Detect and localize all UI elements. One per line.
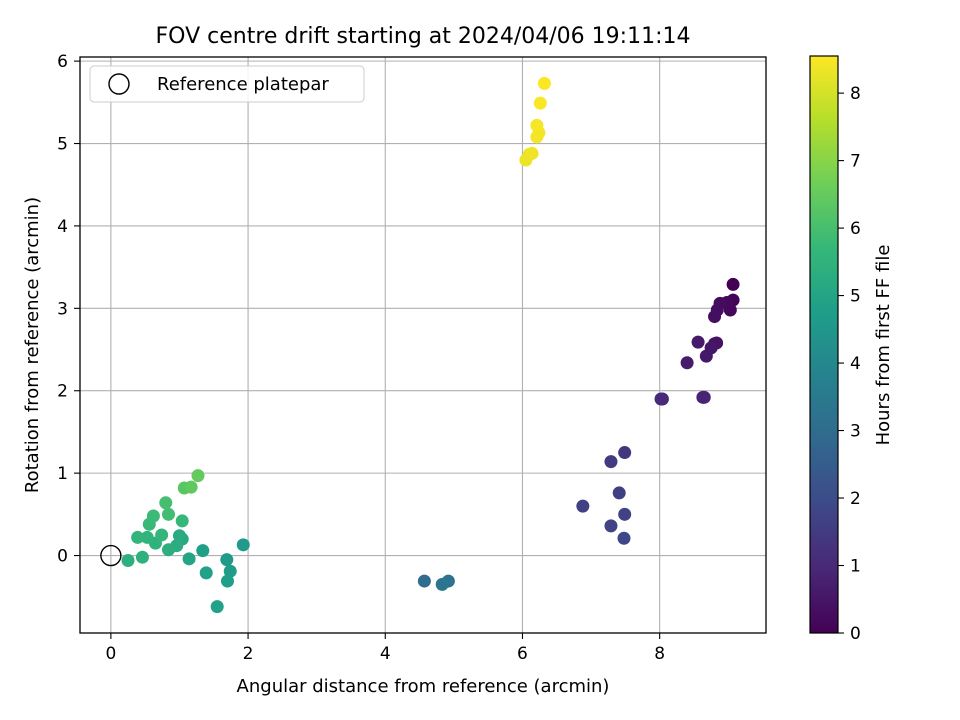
scatter-point <box>155 528 169 542</box>
scatter-point <box>691 335 705 349</box>
scatter-point <box>533 96 547 110</box>
scatter-point <box>131 530 145 544</box>
colorbar-tick-label: 3 <box>850 422 861 442</box>
scatter-point <box>604 455 618 469</box>
legend-label-reference: Reference platepar <box>157 74 329 95</box>
y-tick-label: 5 <box>57 135 68 155</box>
colorbar-gradient <box>809 55 839 634</box>
x-axis-ticks: 0 2 4 6 8 <box>105 633 665 664</box>
y-tick-label: 4 <box>57 217 68 237</box>
scatter-point <box>161 507 175 521</box>
scatter-point <box>236 538 250 552</box>
scatter-point <box>135 550 149 564</box>
scatter-point <box>435 577 449 591</box>
scatter-point <box>210 600 224 614</box>
scatter-points <box>121 76 740 614</box>
x-axis-label: Angular distance from reference (arcmin) <box>237 676 610 697</box>
scatter-point <box>199 566 213 580</box>
colorbar-tick-label: 7 <box>850 152 861 172</box>
x-tick-label: 0 <box>105 644 116 664</box>
colorbar-tick-label: 8 <box>850 84 861 104</box>
legend-marker-reference <box>108 73 130 95</box>
scatter-point <box>220 574 234 588</box>
scatter-point <box>417 574 431 588</box>
scatter-point <box>708 310 722 324</box>
scatter-point <box>159 496 173 510</box>
scatter-point <box>175 514 189 528</box>
scatter-point <box>184 480 198 494</box>
colorbar-tick-label: 4 <box>850 354 861 374</box>
plot-frame <box>79 56 767 634</box>
y-axis-ticks: 0 1 2 3 4 5 6 <box>57 52 80 567</box>
y-tick-label: 1 <box>57 464 68 484</box>
y-tick-label: 0 <box>57 547 68 567</box>
y-tick-label: 3 <box>57 299 68 319</box>
scatter-point <box>697 390 711 404</box>
scatter-point <box>612 486 626 500</box>
scatter-point <box>576 499 590 513</box>
y-tick-label: 2 <box>57 382 68 402</box>
scatter-point <box>618 507 632 521</box>
y-axis-label: Rotation from reference (arcmin) <box>22 197 43 493</box>
scatter-point <box>196 544 210 558</box>
scatter-point <box>121 553 135 567</box>
scatter-point <box>726 277 740 291</box>
colorbar-tick-label: 1 <box>850 557 861 577</box>
colorbar-tick-label: 6 <box>850 219 861 239</box>
colorbar-tick-label: 0 <box>850 624 861 644</box>
colorbar-tick-label: 5 <box>850 287 861 307</box>
scatter-point <box>146 509 160 523</box>
chart-title: FOV centre drift starting at 2024/04/06 … <box>156 24 691 49</box>
colorbar-tick-label: 2 <box>850 489 861 509</box>
colorbar-label: Hours from first FF file <box>873 245 894 446</box>
scatter-point <box>140 530 154 544</box>
scatter-point <box>172 529 186 543</box>
scatter-point <box>525 146 539 160</box>
scatter-point <box>530 130 544 144</box>
scatter-point <box>655 392 669 406</box>
reference-platepar-marker <box>100 544 122 567</box>
scatter-point <box>530 118 544 132</box>
x-tick-label: 4 <box>380 644 391 664</box>
scatter-point <box>191 469 205 483</box>
scatter-point <box>220 553 234 567</box>
legend: Reference platepar <box>89 65 365 103</box>
scatter-point <box>223 564 237 578</box>
y-tick-label: 6 <box>57 52 68 72</box>
scatter-point <box>618 446 632 460</box>
scatter-point <box>604 519 618 533</box>
x-tick-label: 2 <box>243 644 254 664</box>
reference-layer <box>100 544 122 567</box>
scatter-point <box>699 349 713 363</box>
colorbar-ticks: 0 1 2 3 4 5 6 7 8 <box>838 84 861 644</box>
scatter-point <box>617 531 631 545</box>
legend-box <box>89 65 365 103</box>
scatter-point <box>182 552 196 566</box>
scatter-point <box>161 543 175 557</box>
scatter-point <box>537 76 551 90</box>
colorbar: 0 1 2 3 4 5 6 7 8 Hours from first FF file <box>809 55 894 644</box>
scatter-point <box>680 356 694 370</box>
x-tick-label: 6 <box>517 644 528 664</box>
x-tick-label: 8 <box>654 644 665 664</box>
